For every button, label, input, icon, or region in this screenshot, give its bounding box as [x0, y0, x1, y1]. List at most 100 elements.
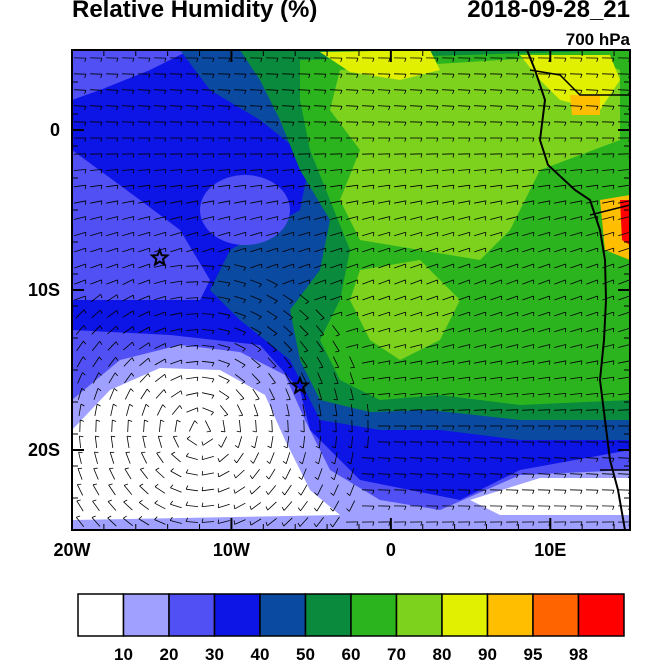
wind-barb-flag [308, 137, 311, 142]
wind-barb-flag [228, 90, 231, 95]
wind-barb-flag [164, 90, 167, 95]
wind-barb-flag [452, 377, 455, 382]
wind-barb [299, 341, 309, 351]
wind-barb-flag [468, 393, 471, 398]
wind-barb-flag [133, 279, 135, 284]
wind-barb-flag [484, 377, 487, 382]
wind-barb-flag [484, 474, 487, 479]
wind-barb-flag [83, 309, 87, 314]
wind-barb-flag [100, 294, 103, 299]
wind-barb-flag [318, 366, 324, 369]
wind-barb-flag [437, 200, 439, 205]
wind-barb-flag [148, 90, 151, 95]
wind-barb [234, 502, 246, 510]
wind-barb-flag [388, 185, 391, 190]
wind-barb-flag [181, 200, 183, 205]
wind-barb-flag [564, 521, 567, 526]
wind-barb-flag [580, 90, 583, 95]
wind-barb-flag [162, 404, 166, 408]
wind-barb [217, 169, 231, 171]
wind-barb-flag [292, 57, 295, 63]
wind-barb [313, 89, 327, 91]
wind-barb [377, 409, 391, 411]
wind-barb-flag [293, 200, 295, 205]
wind-barb [441, 473, 455, 475]
wind-barb-flag [212, 330, 215, 335]
wind-barb-flag [404, 122, 407, 127]
wind-barb-flag [452, 153, 455, 158]
wind-barb [142, 436, 146, 448]
wind-barb [186, 488, 198, 492]
wind-barb [474, 247, 486, 253]
wind-barb-flag [164, 57, 167, 63]
wind-barb-flag [500, 57, 503, 63]
wind-barb-flag [257, 348, 262, 353]
wind-barb [554, 216, 566, 220]
wind-barb-flag [565, 360, 567, 365]
wind-barb-flag [244, 74, 247, 79]
wind-barb [218, 296, 230, 300]
wind-barb-flag [252, 430, 257, 433]
wind-barb [74, 200, 86, 204]
wind-barb [124, 372, 132, 384]
wind-barb [89, 169, 103, 171]
wind-barb [458, 263, 470, 269]
wind-barb [362, 344, 374, 348]
wind-barb-flag [372, 74, 375, 79]
pressure-level: 700 hPa [565, 30, 630, 49]
wind-barb [297, 169, 311, 171]
wind-barb-flag [516, 122, 519, 127]
wind-barb [457, 89, 471, 91]
wind-barb-flag [212, 169, 215, 174]
wind-barb [617, 169, 630, 171]
wind-barb-flag [260, 90, 263, 95]
wind-barb [217, 89, 231, 91]
wind-barb-flag [532, 442, 535, 447]
wind-barb-flag [436, 442, 439, 447]
wind-barb-flag [180, 57, 183, 63]
wind-barb [108, 484, 116, 496]
wind-barb [554, 376, 566, 380]
wind-barb-flag [292, 74, 295, 79]
wind-barb [410, 376, 422, 380]
wind-barb [236, 452, 244, 464]
wind-barb [586, 360, 598, 364]
wind-barbs [73, 57, 630, 528]
wind-barb [186, 376, 198, 380]
wind-barb-flag [468, 409, 471, 414]
wind-barb-flag [364, 430, 369, 433]
wind-barb [426, 311, 438, 317]
wind-barb-flag [260, 106, 263, 111]
wind-barb [170, 184, 182, 188]
wind-barb-flag [305, 301, 309, 305]
wind-barb [202, 376, 214, 380]
wind-barb [538, 344, 550, 348]
wind-barb [92, 372, 100, 384]
wind-barb [554, 247, 566, 253]
wind-barb [457, 457, 471, 459]
wind-barb [266, 247, 278, 253]
wind-barb-flag [580, 458, 583, 463]
wind-barb-flag [261, 200, 263, 205]
wind-barb [522, 200, 534, 204]
wind-barb-flag [233, 504, 236, 509]
wind-barb [301, 468, 307, 480]
wind-barb [250, 216, 262, 220]
wind-barb [362, 247, 374, 253]
wind-barb-flag [241, 364, 246, 368]
wind-barb-flag [565, 200, 567, 205]
wind-barb-flag [532, 106, 535, 111]
wind-barb [425, 457, 439, 459]
wind-barb-flag [516, 169, 519, 174]
wind-barb-flag [612, 153, 615, 158]
wind-barb [314, 279, 326, 285]
wind-barb-flag [341, 200, 343, 205]
wind-barb [76, 340, 84, 352]
wind-barb-flag [148, 57, 151, 63]
wind-barb-flag [148, 169, 151, 174]
wind-barb-flag [84, 74, 87, 79]
wind-barb-flag [388, 106, 391, 111]
wind-barb-flag [468, 74, 471, 79]
wind-barb [283, 325, 293, 335]
wind-barb-flag [107, 499, 112, 502]
